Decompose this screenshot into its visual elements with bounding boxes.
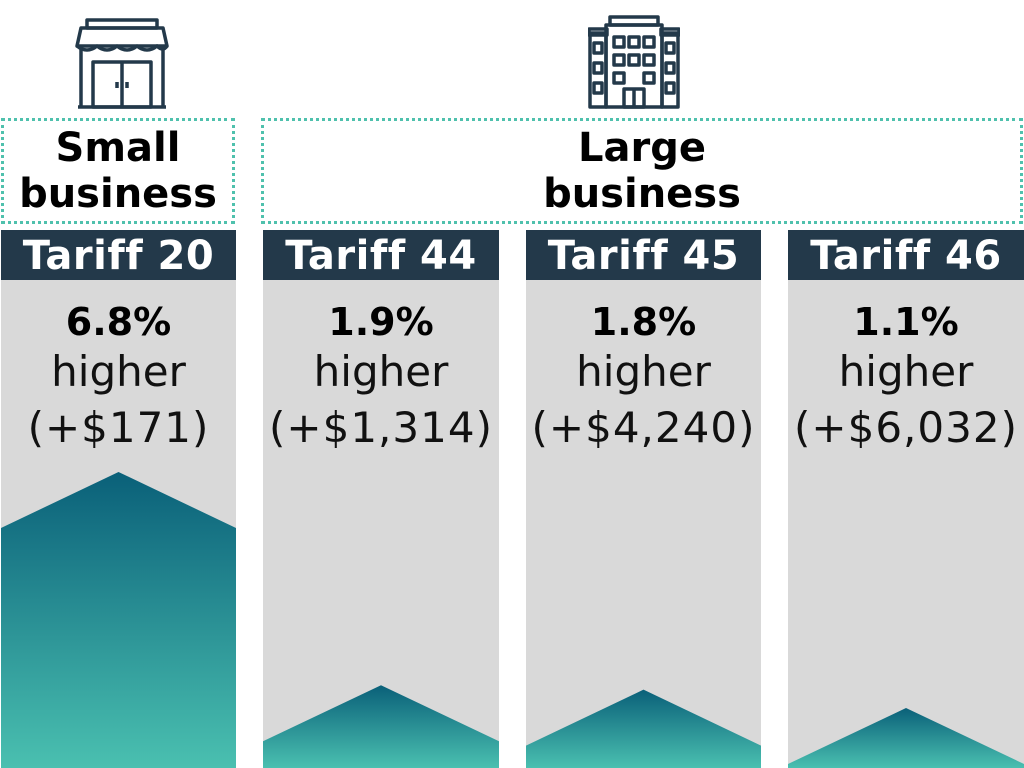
dollar-amount: (+$1,314): [269, 403, 493, 452]
tariff-46-column: Tariff 46 1.1% higher (+$6,032): [788, 230, 1024, 768]
higher-text: higher: [51, 347, 186, 396]
tariff-44-column: Tariff 44 1.9% higher (+$1,314): [263, 230, 499, 768]
tariff-20-column: Tariff 20 6.8% higher (+$171): [1, 230, 236, 768]
office-building-icon: [587, 15, 681, 109]
large-business-label: Large business: [543, 125, 741, 217]
percent-value: 1.1%: [853, 300, 959, 344]
tariff-label: Tariff 44: [263, 230, 499, 280]
tariff-label: Tariff 45: [526, 230, 761, 280]
bar-mark-tariff-46: [788, 708, 1024, 768]
higher-text: higher: [838, 347, 974, 396]
higher-text: higher: [313, 347, 449, 396]
bar-tariff-45: [526, 689, 761, 768]
dollar-amount: (+$4,240): [531, 403, 756, 452]
percent-value: 1.9%: [328, 300, 434, 344]
higher-text: higher: [576, 347, 711, 396]
dollar-amount: (+$6,032): [794, 403, 1018, 452]
small-business-label-box: Small business: [1, 118, 235, 224]
storefront-icon: [75, 18, 169, 110]
tariff-label: Tariff 20: [1, 230, 236, 280]
bar-tariff-44: [263, 685, 499, 768]
bar-mark-tariff-20: [1, 472, 236, 768]
large-business-label-box: Large business: [261, 118, 1023, 224]
tariff-45-column: Tariff 45 1.8% higher (+$4,240): [526, 230, 761, 768]
bar-tariff-20: [1, 472, 236, 768]
dollar-amount: (+$171): [27, 403, 210, 452]
small-business-label: Small business: [19, 125, 217, 217]
percent-value: 1.8%: [590, 300, 697, 344]
tariff-label: Tariff 46: [788, 230, 1024, 280]
bar-mark-tariff-44: [263, 685, 499, 768]
bar-mark-tariff-45: [526, 689, 761, 768]
percent-value: 6.8%: [65, 300, 172, 344]
bar-tariff-46: [788, 708, 1024, 768]
